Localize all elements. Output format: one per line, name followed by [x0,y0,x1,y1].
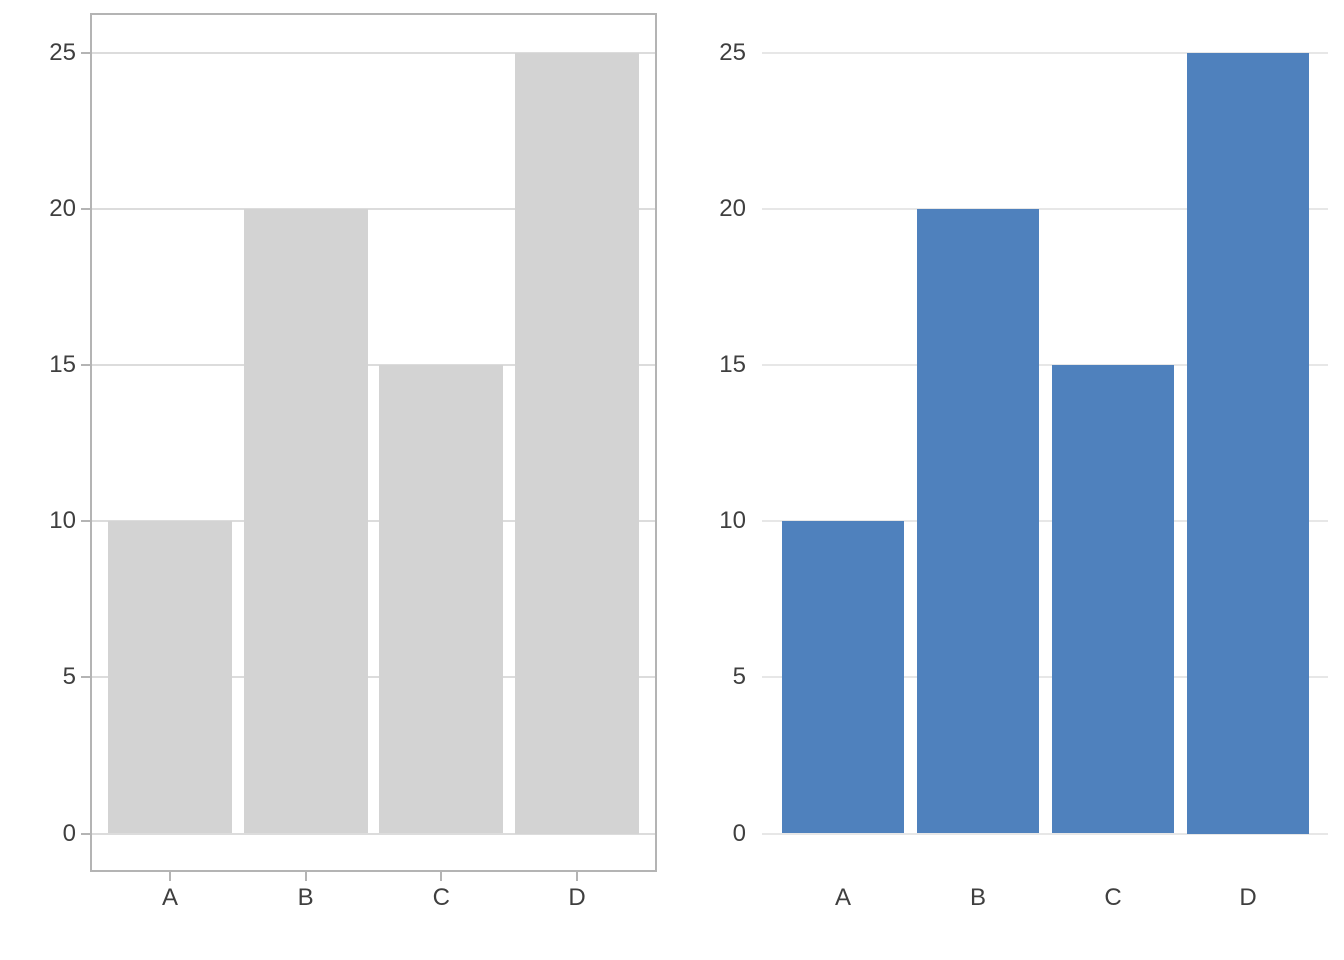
y-axis-tick-label: 5 [732,663,746,691]
x-axis-tick-label: A [161,884,178,911]
y-tick-mark [81,520,90,523]
x-tick-mark [169,872,171,881]
bar-A [108,521,232,834]
x-axis-tick-label: B [297,884,314,911]
y-axis-tick-label: 25 [719,39,746,66]
y-axis-tick-label: 10 [719,507,746,535]
y-axis-tick-label: 25 [49,39,76,66]
bar-B [917,209,1039,834]
panel-border [90,13,657,872]
y-gridline [90,520,657,523]
x-axis-tick-label: D [1239,884,1257,911]
x-axis-tick-label: D [568,884,586,911]
y-gridline [762,208,1328,211]
x-axis-tick-label: B [969,884,986,911]
x-tick-mark [576,872,578,881]
x-tick-mark [304,872,307,881]
y-axis-tick-label: 0 [62,819,76,847]
y-gridline [762,676,1328,679]
y-axis-tick-label: 0 [732,819,746,847]
y-gridline [90,208,657,211]
y-gridline [90,364,657,367]
bar-D [515,53,639,834]
bar-B [243,209,368,834]
x-axis-tick-label: C [1104,884,1122,911]
y-gridline [762,832,1328,835]
bar-C [379,365,504,834]
y-gridline [762,52,1328,54]
bar-D [1187,53,1309,834]
y-axis-tick-label: 5 [62,663,76,691]
y-axis-tick-label: 15 [49,351,76,379]
y-axis-tick-label: 15 [719,351,746,379]
y-tick-mark [81,832,90,835]
y-tick-mark [81,364,90,367]
y-tick-mark [81,208,90,211]
y-axis-tick-label: 10 [49,507,76,535]
y-axis-tick-label: 20 [719,195,746,223]
x-tick-mark [440,872,443,881]
y-gridline [762,520,1328,523]
y-gridline [762,364,1328,367]
y-gridline [90,832,657,835]
y-gridline [90,52,657,54]
y-tick-mark [81,52,90,54]
y-tick-mark [81,676,90,679]
x-axis-tick-label: C [432,884,450,911]
x-axis-tick-label: A [834,884,851,911]
bar-C [1052,365,1174,834]
y-axis-tick-label: 20 [49,195,76,223]
bar-A [782,521,904,834]
y-gridline [90,676,657,679]
